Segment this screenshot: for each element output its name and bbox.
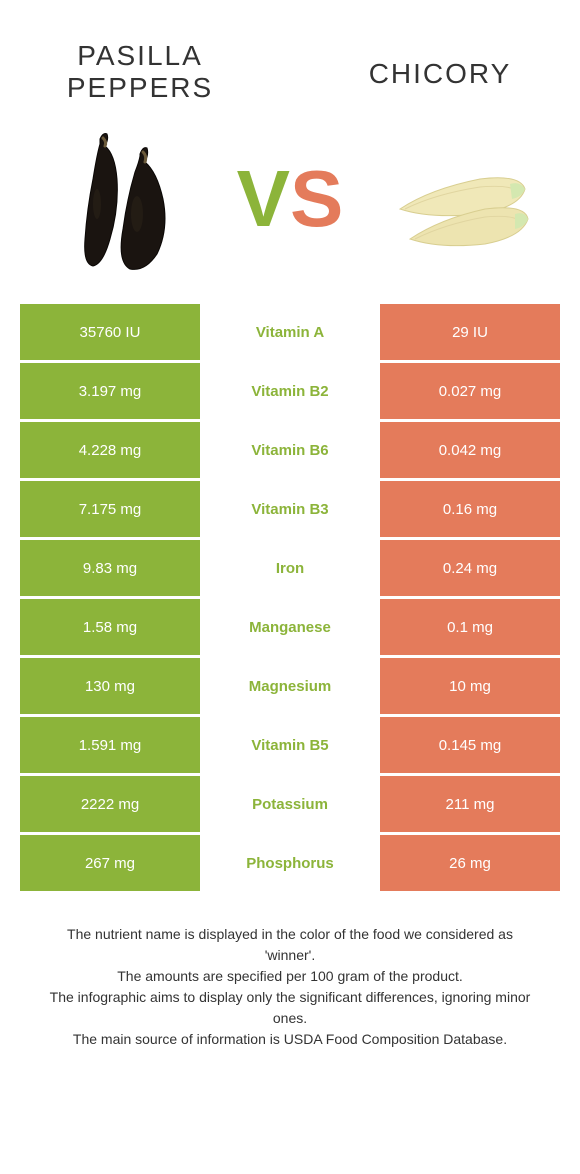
right-value-cell: 0.16 mg	[380, 481, 560, 537]
vs-row: VS	[0, 124, 580, 294]
footer-notes: The nutrient name is displayed in the co…	[0, 894, 580, 1050]
footer-line-4: The main source of information is USDA F…	[40, 1029, 540, 1050]
left-value-cell: 4.228 mg	[20, 422, 200, 478]
nutrient-name-cell: Manganese	[200, 599, 380, 655]
table-row: 1.58 mgManganese0.1 mg	[20, 599, 560, 655]
nutrient-table: 35760 IUVitamin A29 IU3.197 mgVitamin B2…	[20, 304, 560, 891]
left-value-cell: 9.83 mg	[20, 540, 200, 596]
table-row: 35760 IUVitamin A29 IU	[20, 304, 560, 360]
nutrient-name-cell: Potassium	[200, 776, 380, 832]
table-row: 7.175 mgVitamin B30.16 mg	[20, 481, 560, 537]
right-value-cell: 10 mg	[380, 658, 560, 714]
nutrient-name-cell: Vitamin B3	[200, 481, 380, 537]
table-row: 130 mgMagnesium10 mg	[20, 658, 560, 714]
right-food-title: Chicory	[340, 58, 540, 90]
left-value-cell: 7.175 mg	[20, 481, 200, 537]
nutrient-name-cell: Phosphorus	[200, 835, 380, 891]
nutrient-name-cell: Vitamin B2	[200, 363, 380, 419]
left-value-cell: 2222 mg	[20, 776, 200, 832]
table-row: 4.228 mgVitamin B60.042 mg	[20, 422, 560, 478]
right-value-cell: 29 IU	[380, 304, 560, 360]
right-value-cell: 26 mg	[380, 835, 560, 891]
vs-v-letter: V	[237, 153, 290, 245]
chicory-image	[380, 124, 530, 274]
left-value-cell: 35760 IU	[20, 304, 200, 360]
nutrient-name-cell: Iron	[200, 540, 380, 596]
right-value-cell: 0.1 mg	[380, 599, 560, 655]
footer-line-1: The nutrient name is displayed in the co…	[40, 924, 540, 966]
pasilla-pepper-image	[50, 124, 200, 274]
vs-label: VS	[210, 153, 370, 245]
table-row: 2222 mgPotassium211 mg	[20, 776, 560, 832]
header-left: Pasilla peppers	[40, 40, 240, 104]
nutrient-name-cell: Vitamin B6	[200, 422, 380, 478]
left-food-title: Pasilla peppers	[40, 40, 240, 104]
vs-s-letter: S	[290, 153, 343, 245]
nutrient-name-cell: Magnesium	[200, 658, 380, 714]
header: Pasilla peppers Chicory	[0, 0, 580, 124]
table-row: 1.591 mgVitamin B50.145 mg	[20, 717, 560, 773]
right-value-cell: 0.027 mg	[380, 363, 560, 419]
nutrient-name-cell: Vitamin A	[200, 304, 380, 360]
left-value-cell: 130 mg	[20, 658, 200, 714]
left-value-cell: 1.591 mg	[20, 717, 200, 773]
chicory-icon	[380, 139, 530, 259]
pepper-icon	[55, 124, 195, 274]
table-row: 9.83 mgIron0.24 mg	[20, 540, 560, 596]
right-value-cell: 0.042 mg	[380, 422, 560, 478]
right-value-cell: 211 mg	[380, 776, 560, 832]
right-value-cell: 0.24 mg	[380, 540, 560, 596]
header-right: Chicory	[340, 40, 540, 90]
footer-line-3: The infographic aims to display only the…	[40, 987, 540, 1029]
right-value-cell: 0.145 mg	[380, 717, 560, 773]
table-row: 3.197 mgVitamin B20.027 mg	[20, 363, 560, 419]
footer-line-2: The amounts are specified per 100 gram o…	[40, 966, 540, 987]
left-value-cell: 3.197 mg	[20, 363, 200, 419]
left-value-cell: 267 mg	[20, 835, 200, 891]
table-row: 267 mgPhosphorus26 mg	[20, 835, 560, 891]
nutrient-name-cell: Vitamin B5	[200, 717, 380, 773]
left-value-cell: 1.58 mg	[20, 599, 200, 655]
